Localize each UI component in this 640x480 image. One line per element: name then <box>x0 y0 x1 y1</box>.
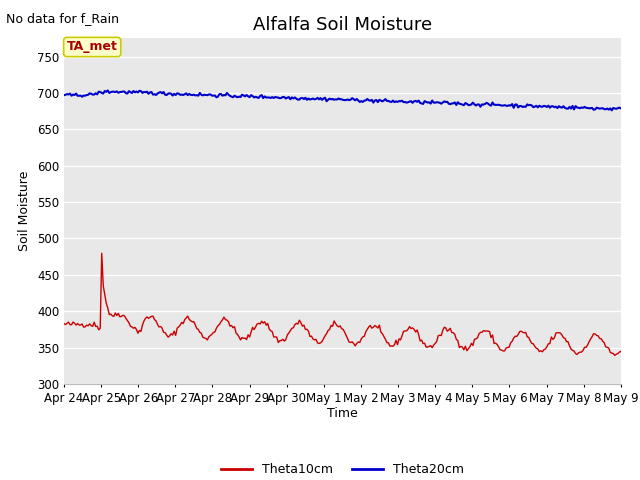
X-axis label: Time: Time <box>327 408 358 420</box>
Theta10cm <box>617 348 625 354</box>
Theta10cm <box>98 251 106 256</box>
Y-axis label: Soil Moisture: Soil Moisture <box>19 171 31 252</box>
Theta20cm <box>158 90 166 96</box>
Theta10cm <box>285 330 292 336</box>
Theta20cm <box>519 104 527 110</box>
Theta20cm <box>104 87 111 93</box>
Line: Theta20cm: Theta20cm <box>64 90 621 110</box>
Text: TA_met: TA_met <box>67 40 118 53</box>
Theta20cm <box>60 92 68 98</box>
Theta20cm <box>285 94 292 100</box>
Theta10cm <box>519 329 527 335</box>
Theta20cm <box>546 105 554 110</box>
Title: Alfalfa Soil Moisture: Alfalfa Soil Moisture <box>253 16 432 34</box>
Theta10cm <box>279 336 287 342</box>
Legend: Theta10cm, Theta20cm: Theta10cm, Theta20cm <box>216 458 469 480</box>
Text: No data for f_Rain: No data for f_Rain <box>6 12 120 25</box>
Theta20cm <box>617 106 625 111</box>
Theta10cm <box>60 321 68 326</box>
Theta10cm <box>546 341 554 347</box>
Theta10cm <box>611 352 619 358</box>
Theta10cm <box>158 325 166 331</box>
Line: Theta10cm: Theta10cm <box>64 253 621 355</box>
Theta20cm <box>468 101 476 107</box>
Theta20cm <box>279 94 287 100</box>
Theta10cm <box>468 340 476 346</box>
Theta20cm <box>608 108 616 113</box>
